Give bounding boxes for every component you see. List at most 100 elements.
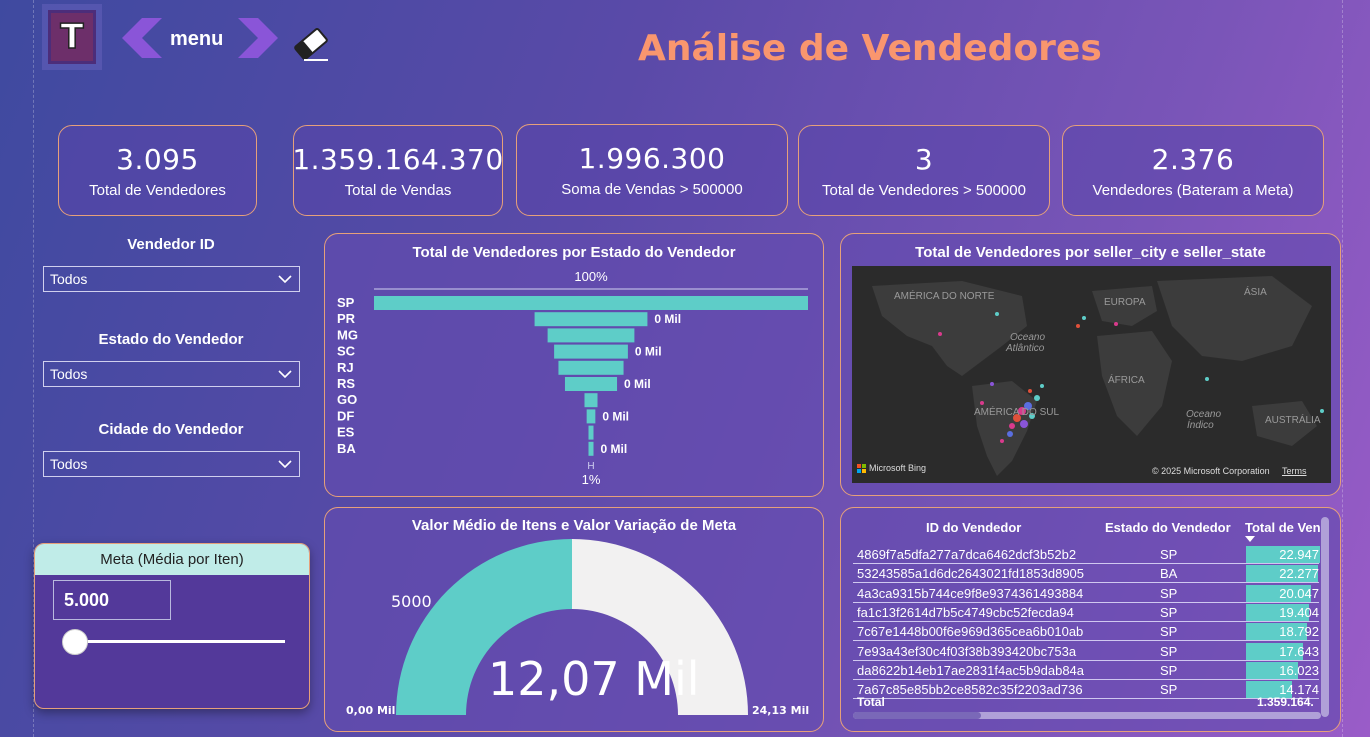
seller-state-cell: SP [1160,547,1178,562]
kpi-value: 2.376 [1151,142,1235,176]
seller-id-cell: 53243585a1d6dc2643021fd1853d8905 [857,566,1085,582]
bing-label: Microsoft Bing [869,463,927,473]
meta-slicer: Meta (Média por Iten) 5.000 [34,543,310,709]
gauge-value-arc [396,539,572,715]
funnel-category-label: ES [337,425,355,440]
table-total-value: 1.359.164. [1257,695,1314,709]
map-label-indian-2: Índico [1187,420,1214,431]
vendedor-id-dropdown[interactable]: Todos [43,266,300,292]
seller-state-cell: BA [1160,566,1178,582]
map-label-europe: EUROPA [1104,297,1146,308]
map-terms-link[interactable]: Terms [1282,466,1307,476]
gauge-min-label: 0,00 Mil [346,704,396,717]
kpi-card-vendedores-500000: 3 Total de Vendedores > 500000 [798,125,1050,216]
world-map[interactable]: AMÉRICA DO NORTE EUROPA ÁSIA Oceano Atlâ… [852,266,1331,483]
kpi-value: 1.359.164.370 [292,142,504,176]
funnel-data-label: 0 Mil [635,345,662,359]
menu-label[interactable]: menu [170,28,224,50]
cidade-dropdown[interactable]: Todos [43,451,300,477]
seller-state-cell: SP [1160,604,1178,620]
kpi-card-soma-vendas-500000: 1.996.300 Soma de Vendas > 500000 [516,124,788,216]
seller-id-cell: 7a67c85e85bb2ce8582c35f2203ad736 [857,682,1083,698]
table-horizontal-scrollbar[interactable] [853,712,1321,719]
total-data-bar [1246,546,1320,563]
funnel-bar [588,425,594,440]
seller-total-cell: 14.174 [1279,682,1319,698]
funnel-data-label: 0 Mil [624,377,651,391]
table-row[interactable]: 4a3ca9315b744ce9f8e9374361493884 SP 20.047 [853,584,1319,603]
funnel-data-label: 0 Mil [601,442,628,456]
meta-slider-handle[interactable] [62,629,88,655]
table-total-label: Total [857,695,885,709]
seller-total-cell: 17.643 [1279,643,1319,659]
map-label-atlantic-1: Oceano [1010,332,1046,343]
table-horizontal-scroll-thumb[interactable] [853,712,981,719]
seller-location-dots [938,312,1324,443]
filter-label-vendedor-id: Vendedor ID [127,236,215,253]
kpi-value: 3 [914,142,934,176]
map-title: Total de Vendedores por seller_city e se… [915,244,1266,261]
kpi-label: Vendedores (Bateram a Meta) [1092,181,1294,199]
menu-back-arrow-icon[interactable] [122,18,162,58]
total-data-bar [1246,623,1307,641]
map-copyright: © 2025 Microsoft Corporation [1152,466,1270,476]
funnel-bar [374,296,808,310]
filter-label-estado: Estado do Vendedor [98,331,244,348]
continent-africa [1097,331,1172,436]
meta-slider-track[interactable] [85,640,285,643]
table-row[interactable]: 7c67e1448b00f6e969d365cea6b010ab SP 18.792 [853,622,1319,642]
map-label-atlantic-2: Atlântico [1006,343,1045,354]
table-vertical-scrollbar[interactable] [1321,517,1329,717]
continent-asia [1157,276,1312,361]
funnel-category-label: GO [337,392,357,407]
map-label-north-america: AMÉRICA DO NORTE [894,291,995,302]
menu-forward-arrow-icon[interactable] [238,18,278,58]
map-label-indian-1: Oceano [1186,409,1222,420]
seller-id-cell: da8622b14eb17ae2831f4ac5b9dab84a [857,662,1085,678]
chevron-down-icon [278,275,292,284]
table-row[interactable]: 7e93a43ef30c4f03f38b393420bc753a SP 17.643 [853,642,1319,661]
table-row[interactable]: da8622b14eb17ae2831f4ac5b9dab84a SP 16.023 [853,661,1319,680]
seller-total-cell: 22.277 [1279,566,1319,582]
funnel-chart-title: Total de Vendedores por Estado do Vended… [412,244,736,261]
continent-south-america [972,381,1037,476]
app-logo[interactable]: T [48,10,96,64]
table-row[interactable]: 7a67c85e85bb2ce8582c35f2203ad736 SP 14.174 [853,680,1319,700]
seller-id-cell: 7e93a43ef30c4f03f38b393420bc753a [857,643,1077,659]
seller-state-cell: SP [1160,643,1178,659]
gauge-target-label: 5000 [391,592,432,611]
funnel-category-label: PR [337,311,356,326]
kpi-value: 3.095 [116,142,199,176]
funnel-chart-panel: Total de Vendedores por Estado do Vended… [324,233,824,497]
total-data-bar [1246,642,1303,660]
kpi-label: Soma de Vendas > 500000 [561,181,743,198]
table-row[interactable]: 53243585a1d6dc2643021fd1853d8905 BA 22.277 [853,564,1319,584]
seller-id-cell: fa1c13f2614d7b5c4749cbc52fecda94 [857,604,1074,620]
seller-total-cell: 16.023 [1279,662,1319,678]
meta-value-input[interactable]: 5.000 [53,580,171,620]
eraser-icon[interactable] [290,24,332,64]
funnel-bar [554,344,628,359]
meta-slicer-title: Meta (Média por Iten) [35,544,309,575]
funnel-category-label: SP [337,295,355,310]
sort-desc-icon[interactable] [1245,535,1255,543]
dropdown-value: Todos [50,456,88,472]
funnel-bottom-percent: 1% [582,472,601,487]
continent-north-america [872,281,1027,376]
kpi-card-total-vendedores: 3.095 Total de Vendedores [58,125,257,216]
estado-dropdown[interactable]: Todos [43,361,300,387]
map-label-australia: AUSTRÁLIA [1265,415,1321,426]
column-header-total[interactable]: Total de Ven [1245,520,1321,535]
map-label-asia: ÁSIA [1244,287,1267,298]
column-header-id[interactable]: ID do Vendedor [926,520,1022,535]
page-title: Análise de Vendedores [638,28,1102,69]
funnel-category-label: MG [337,327,358,342]
gauge-max-label: 24,13 Mil [752,704,810,717]
funnel-data-label: 0 Mil [654,312,681,326]
column-header-estado[interactable]: Estado do Vendedor [1105,520,1231,535]
table-row[interactable]: 4869f7a5dfa277a7dca6462dcf3b52b2 SP 22.947 [853,545,1320,564]
funnel-category-label: RJ [337,360,354,375]
kpi-value: 1.996.300 [578,142,726,175]
table-row[interactable]: fa1c13f2614d7b5c4749cbc52fecda94 SP 19.404 [853,603,1319,622]
